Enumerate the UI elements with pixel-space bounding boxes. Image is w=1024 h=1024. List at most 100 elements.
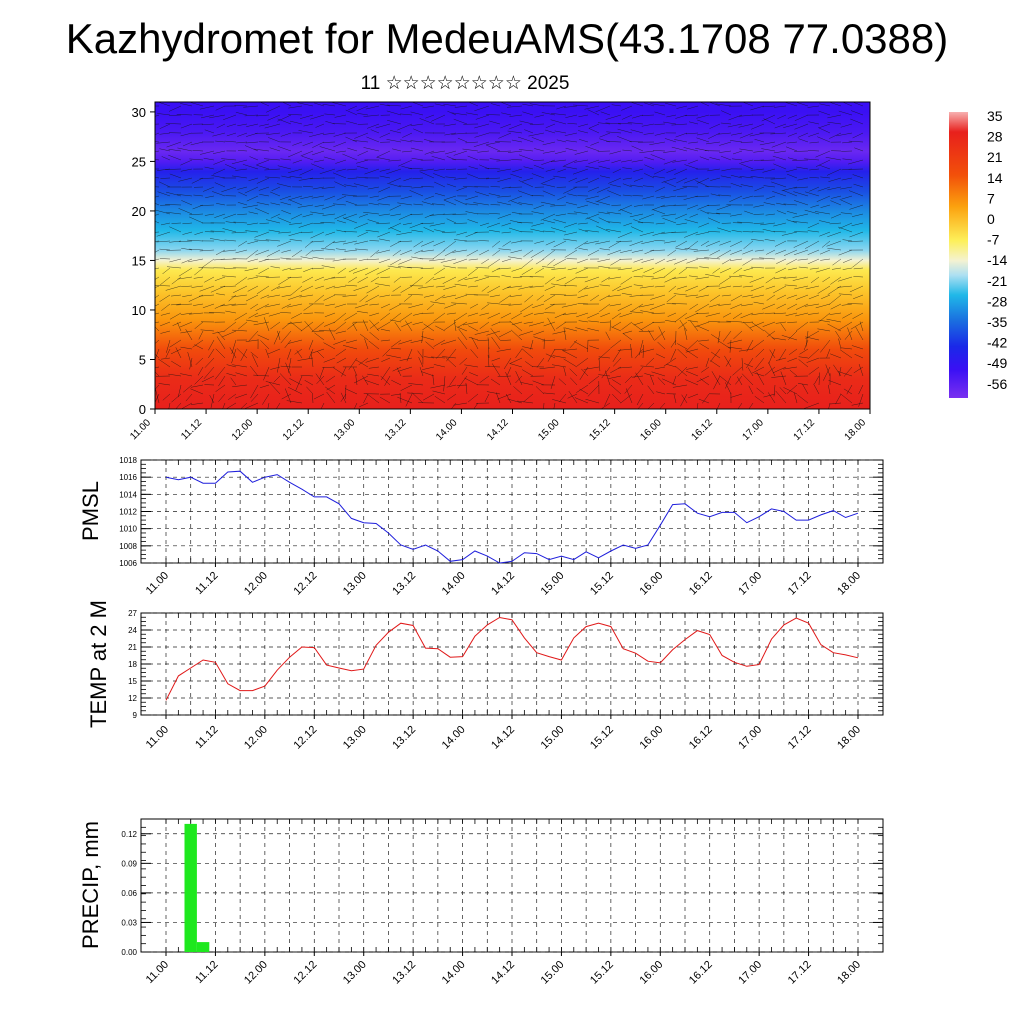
wind-vector (699, 343, 710, 350)
wind-vector (518, 149, 534, 152)
wind-vector (353, 285, 369, 291)
wind-vector (453, 402, 468, 406)
wind-vector (210, 393, 215, 408)
wind-vector (599, 248, 611, 251)
wind-vector (765, 213, 776, 216)
wind-vector (194, 344, 204, 350)
wind-vector (738, 348, 754, 352)
wind-vector (156, 240, 171, 243)
wind-vector (398, 240, 413, 243)
wind-vector (509, 320, 523, 332)
wind-vector (214, 303, 226, 309)
wind-vector (617, 136, 633, 143)
wind-vector (638, 330, 655, 332)
wind-vector (303, 267, 314, 273)
wind-vector (795, 294, 809, 300)
wind-vector (780, 371, 787, 386)
wind-vector (390, 213, 402, 217)
wind-vector (487, 354, 490, 368)
wind-vector (725, 357, 732, 367)
wind-vector (629, 311, 644, 314)
wind-vector (345, 109, 358, 116)
temp2m-y-axis-title: TEMP at 2 M (86, 600, 111, 728)
wind-vector (530, 249, 545, 258)
wind-vector (853, 102, 864, 107)
wind-vector (421, 240, 435, 247)
wind-vector (443, 285, 457, 290)
wind-vector (518, 190, 534, 197)
wind-vector (159, 148, 171, 152)
wind-vector (677, 366, 688, 377)
wind-vector (678, 267, 688, 275)
wind-vector (647, 402, 655, 409)
wind-vector (171, 222, 182, 224)
wind-vector (479, 249, 490, 256)
wind-vector (344, 184, 358, 188)
wind-vector (838, 249, 853, 256)
wind-vector (831, 267, 842, 270)
wind-vector (489, 120, 501, 125)
wind-vector (160, 312, 171, 316)
wind-vector (530, 228, 545, 233)
wind-vector (789, 369, 798, 377)
wind-vector (376, 150, 391, 158)
wind-vector (631, 159, 644, 163)
wind-vector (303, 303, 314, 311)
wind-vector (255, 249, 270, 256)
wind-vector (220, 285, 237, 288)
wind-vector (399, 357, 413, 361)
wind-vector (265, 239, 281, 242)
wind-vector (779, 387, 787, 395)
wind-vector (392, 249, 402, 257)
wind-vector (693, 249, 710, 252)
wind-vector (259, 384, 270, 389)
wind-vector (753, 222, 765, 224)
wind-vector (334, 213, 347, 220)
wind-vector (444, 249, 457, 257)
wind-vector (365, 105, 380, 110)
wind-vector (578, 123, 589, 127)
wind-vector (753, 159, 765, 161)
wind-vector (585, 398, 600, 404)
wind-vector (433, 312, 446, 322)
wind-vector (222, 402, 226, 409)
wind-vector-layer (155, 102, 864, 409)
wind-vector (433, 364, 446, 368)
wind-vector (518, 180, 534, 188)
wind-vector (551, 267, 567, 270)
wind-vector (190, 102, 204, 107)
wind-vector (244, 114, 259, 117)
wind-vector (281, 102, 292, 107)
wind-vector (719, 150, 732, 153)
wind-vector (567, 193, 578, 197)
wind-vector (367, 219, 380, 224)
wind-vector (407, 392, 424, 395)
wind-vector (828, 384, 831, 395)
wind-vector (193, 276, 204, 279)
wind-vector (166, 339, 171, 353)
wind-vector (597, 186, 611, 193)
wind-vector (209, 394, 215, 404)
wind-vector (501, 112, 512, 116)
wind-vector (710, 193, 721, 197)
wind-vector (200, 329, 215, 332)
wind-vector (199, 249, 215, 252)
wind-vector (545, 353, 556, 359)
wind-vector (849, 285, 864, 293)
wind-vector (430, 150, 446, 154)
wind-vector (595, 225, 611, 233)
wind-vector (853, 294, 864, 300)
wind-vector (710, 177, 721, 181)
wind-vector (446, 218, 457, 224)
wind-vector (632, 267, 644, 272)
wind-vector (155, 312, 160, 315)
wind-vector (454, 283, 468, 287)
wind-vector (489, 294, 501, 298)
wind-vector (576, 276, 589, 279)
wind-vector (364, 379, 380, 386)
wind-vector (334, 321, 347, 332)
wind-vector (749, 276, 765, 283)
wind-vector (611, 159, 622, 164)
wind-vector (609, 303, 622, 307)
temp2m-y-tick-label: 15 (128, 677, 137, 686)
